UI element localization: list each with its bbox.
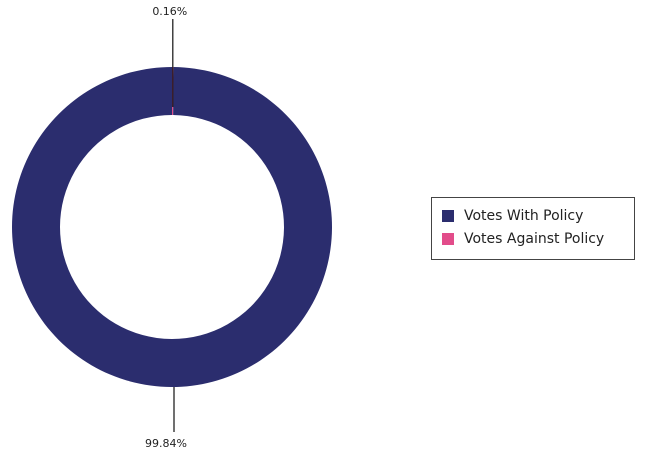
legend-swatch-votes-with-policy <box>442 209 454 222</box>
legend-item-votes-with-policy[interactable]: Votes With Policy <box>442 204 634 227</box>
chart-legend: Votes With Policy Votes Against Policy <box>431 197 635 260</box>
donut-slice-votes-with-policy[interactable] <box>11 67 332 387</box>
data-label-votes-against-policy: 0.16% <box>152 5 187 18</box>
legend-label-votes-with-policy: Votes With Policy <box>464 207 584 224</box>
legend-label-votes-against-policy: Votes Against Policy <box>464 230 605 247</box>
data-label-votes-with-policy: 99.84% <box>145 437 187 450</box>
legend-item-votes-against-policy[interactable]: Votes Against Policy <box>442 227 634 250</box>
legend-swatch-votes-against-policy <box>442 232 454 245</box>
